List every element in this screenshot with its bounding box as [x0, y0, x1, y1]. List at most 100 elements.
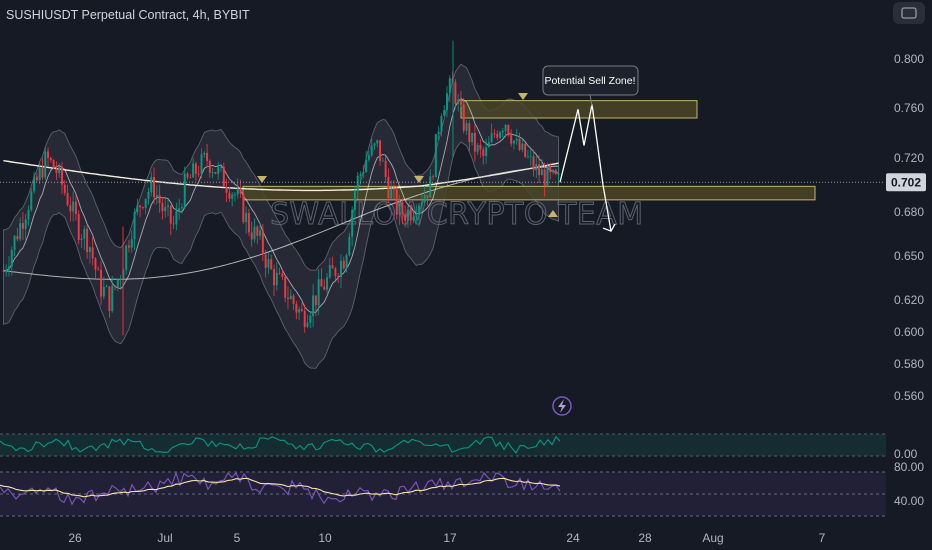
candle-body — [476, 144, 479, 152]
x-axis: 26 Jul 5 10 17 24 28 Aug 7 — [68, 531, 825, 545]
candle-body — [510, 135, 513, 144]
candle-body — [376, 140, 379, 144]
candle-body — [155, 195, 158, 198]
candle-body — [167, 205, 169, 208]
candle-body — [409, 209, 412, 221]
candle-body — [418, 205, 421, 216]
candle-body — [434, 134, 437, 178]
candle-body — [16, 235, 19, 240]
candle-body — [337, 275, 340, 278]
candle-body — [186, 173, 189, 178]
candle-body — [426, 194, 429, 198]
candle-body — [94, 258, 97, 270]
candle-body — [440, 115, 443, 132]
candle-body — [63, 184, 66, 193]
candle-body — [323, 286, 326, 290]
candle-body — [203, 152, 206, 155]
candle-body — [208, 161, 211, 173]
candle-body — [270, 259, 273, 270]
svg-text:0.702: 0.702 — [891, 175, 921, 189]
candle-body — [116, 279, 119, 287]
candle-body — [538, 164, 541, 176]
candle-body — [214, 172, 217, 174]
candle-body — [300, 309, 303, 311]
candle-body — [356, 175, 359, 192]
candle-body — [526, 156, 529, 158]
candle-body — [314, 295, 317, 306]
candle-body — [348, 236, 351, 256]
candle-body — [259, 230, 262, 236]
candle-body — [351, 209, 354, 237]
candle-body — [10, 250, 13, 267]
candle-body — [398, 202, 401, 215]
candle-body — [384, 160, 387, 177]
candle-body — [340, 260, 342, 278]
candle-body — [239, 188, 242, 194]
candle-body — [507, 124, 510, 136]
x-tick-label: 10 — [318, 531, 332, 545]
y-tick-label: 0.680 — [894, 205, 924, 219]
candle-body — [420, 202, 423, 206]
candle-body — [119, 278, 122, 280]
candle-body — [183, 173, 186, 208]
candle-body — [312, 295, 315, 316]
candle-body — [111, 285, 114, 311]
candle-body — [320, 279, 323, 287]
triangle-markers — [257, 93, 558, 217]
y-tick-label: 0.600 — [894, 325, 924, 339]
candle-body — [41, 167, 44, 178]
candle-body — [136, 205, 139, 213]
candle-body — [158, 195, 161, 204]
candle-body — [465, 123, 468, 131]
candle-body — [275, 272, 278, 286]
candle-body — [127, 245, 130, 248]
y-tick-label: 0.800 — [894, 52, 924, 66]
candle-body — [512, 140, 515, 144]
candle-body — [220, 166, 222, 168]
candle-body — [298, 309, 301, 313]
candle-body — [331, 265, 334, 269]
candle-body — [557, 173, 560, 175]
candle-body — [482, 149, 485, 156]
triangle-marker — [518, 93, 528, 100]
candle-body — [44, 151, 47, 178]
candle-body — [192, 163, 195, 178]
candle-body — [47, 151, 50, 158]
lightning-icon[interactable] — [552, 396, 572, 416]
candle-body — [194, 163, 197, 174]
candle-body — [97, 269, 100, 271]
x-tick-label: Jul — [157, 531, 172, 545]
candle-body — [164, 207, 167, 212]
candle-body — [242, 193, 245, 223]
candle-body — [496, 133, 499, 138]
candle-body — [72, 201, 75, 212]
candle-body — [552, 170, 555, 173]
candle-body — [459, 99, 462, 105]
candle-body — [284, 276, 287, 298]
candle-body — [443, 110, 446, 116]
candle-body — [147, 192, 150, 199]
oscillator-pane: 0.00 — [0, 433, 918, 461]
candle-body — [83, 228, 86, 239]
candle-body — [345, 255, 348, 269]
candle-body — [169, 205, 172, 224]
candle-body — [245, 212, 248, 223]
oscillator-line — [0, 435, 561, 454]
candle-body — [473, 132, 476, 152]
triangle-marker — [414, 176, 424, 183]
candle-body — [180, 207, 183, 209]
x-tick-label: 28 — [638, 531, 652, 545]
candle-body — [217, 167, 220, 174]
candle-body — [515, 138, 518, 141]
chart-settings-icon[interactable] — [893, 2, 925, 24]
candle-body — [125, 245, 128, 270]
candle-body — [404, 214, 407, 221]
moving-average-20 — [3, 97, 559, 313]
candle-body — [543, 169, 546, 187]
candle-body — [233, 194, 236, 196]
candle-body — [91, 247, 94, 259]
candle-body — [27, 210, 30, 220]
candle-body — [278, 272, 281, 274]
candle-body — [74, 201, 77, 215]
